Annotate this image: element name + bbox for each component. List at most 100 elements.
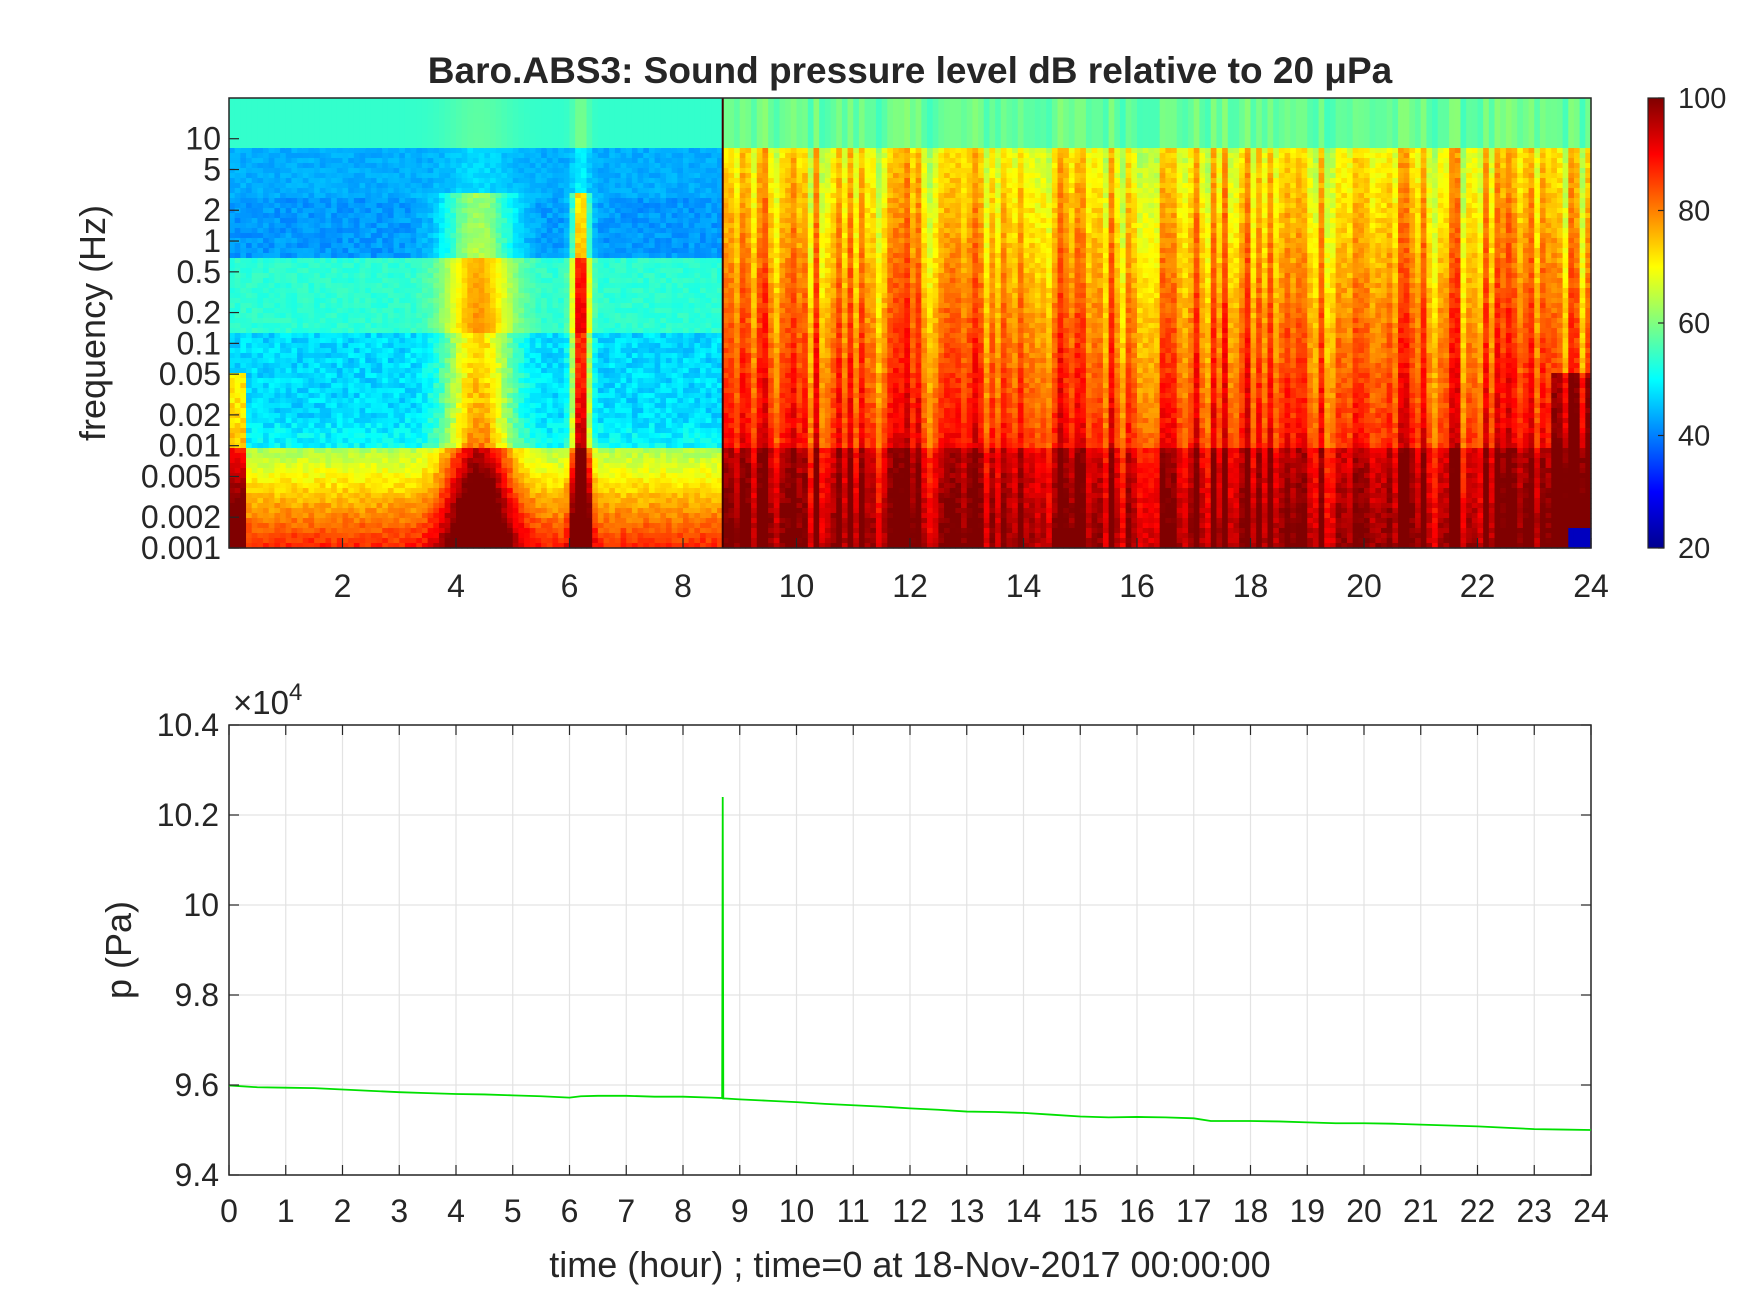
spectrogram-cell xyxy=(444,413,451,419)
spectrogram-cell xyxy=(490,438,497,444)
spectrogram-cell xyxy=(263,273,270,279)
spectrogram-cell xyxy=(336,373,344,379)
spectrogram-cell xyxy=(280,448,287,454)
spectrogram-cell xyxy=(529,458,537,464)
spectrogram-cell xyxy=(319,268,327,274)
spectrogram-cell xyxy=(297,318,304,324)
spectrogram-cell xyxy=(416,343,423,349)
spectrogram-cell xyxy=(524,368,531,374)
spectrogram-cell xyxy=(291,393,298,399)
spectrogram-cell xyxy=(285,533,293,539)
spectrogram-cell xyxy=(507,373,514,379)
spectrogram-cell xyxy=(433,98,440,104)
spectrogram-cell xyxy=(331,223,338,229)
spectrogram-cell xyxy=(359,423,366,429)
spectrogram-cell xyxy=(410,468,417,474)
spectrogram-cell xyxy=(410,273,417,279)
spectrogram-cell xyxy=(535,113,542,119)
spectrogram-cell xyxy=(450,533,457,539)
spectrogram-cell xyxy=(274,158,281,164)
spectrogram-cell xyxy=(285,353,293,359)
spectrogram-cell xyxy=(495,498,502,504)
spectrogram-cell xyxy=(507,463,514,469)
spectrogram-cell xyxy=(302,353,310,359)
spectrogram-cell xyxy=(410,503,417,509)
spectrogram-cell xyxy=(541,228,548,234)
spectrogram-cell xyxy=(478,318,485,324)
spectrogram-cell xyxy=(507,163,514,169)
spectrogram-cell xyxy=(416,103,423,109)
spectrogram-cell xyxy=(529,148,537,154)
spectrogram-cell xyxy=(507,203,514,209)
spectrogram-cell xyxy=(507,403,514,409)
spectrogram-cell xyxy=(229,333,236,339)
spectrogram-cell xyxy=(507,113,514,119)
spectrogram-cell xyxy=(393,168,400,174)
spectrogram-cell xyxy=(274,398,281,404)
spectrogram-cell xyxy=(524,398,531,404)
spectrogram-cell xyxy=(416,108,423,114)
spectrogram-cell xyxy=(529,313,537,319)
spectrogram-cell xyxy=(524,473,531,479)
spectrogram-cell xyxy=(359,338,366,344)
spectrogram-cell xyxy=(268,348,275,354)
spectrogram-cell xyxy=(297,218,304,224)
spectrogram-cell xyxy=(229,183,236,189)
spectrogram-cell xyxy=(314,193,321,199)
spectrogram-cell xyxy=(444,263,451,269)
spectrogram-cell xyxy=(246,263,253,269)
spectrogram-cell xyxy=(427,138,434,144)
spectrogram-cell xyxy=(268,153,275,159)
spectrogram-cell xyxy=(433,233,440,239)
spectrogram-cell xyxy=(319,518,327,524)
spectrogram-cell xyxy=(501,343,508,349)
spectrogram-cell xyxy=(512,273,520,279)
spectrogram-cell xyxy=(257,328,264,334)
spectrogram-cell xyxy=(404,488,412,494)
spectrogram-cell xyxy=(535,158,542,164)
spectrogram-cell xyxy=(280,403,287,409)
spectrogram-cell xyxy=(399,293,406,299)
spectrogram-cell xyxy=(393,278,400,284)
spectrogram-cell xyxy=(512,353,520,359)
spectrogram-cell xyxy=(416,323,423,329)
spectrogram-cell xyxy=(444,303,451,309)
spectrogram-cell xyxy=(501,263,508,269)
spectrogram-cell xyxy=(342,188,349,194)
spectrogram-cell xyxy=(393,398,400,404)
spectrogram-cell xyxy=(353,543,361,549)
spectrogram-cell xyxy=(234,363,241,369)
spectrogram-cell xyxy=(393,148,400,154)
spectrogram-cell xyxy=(382,173,389,179)
spectrogram-cell xyxy=(382,213,389,219)
spectrogram-cell xyxy=(314,458,321,464)
spectrogram-cell xyxy=(461,233,468,239)
spectrogram-cell xyxy=(325,308,332,314)
spectrogram-cell xyxy=(263,313,270,319)
spectrogram-cell xyxy=(512,108,520,114)
spectrogram-cell xyxy=(302,433,310,439)
spectrogram-cell xyxy=(490,318,497,324)
spectrogram-cell xyxy=(438,148,446,154)
spectrogram-cell xyxy=(285,113,293,119)
spectrogram-cell xyxy=(263,258,270,264)
spectrogram-cell xyxy=(490,118,497,124)
spectrogram-cell xyxy=(512,338,520,344)
spectrogram-cell xyxy=(495,428,502,434)
spectrogram-cell xyxy=(507,483,514,489)
spectrogram-cell xyxy=(319,348,327,354)
spectrogram-cell xyxy=(325,518,332,524)
spectrogram-cell xyxy=(240,243,247,249)
spectrogram-cell xyxy=(297,538,304,544)
spectrogram-cell xyxy=(280,168,287,174)
spectrogram-cell xyxy=(297,508,304,514)
spectrogram-cell xyxy=(399,123,406,129)
spectrogram-cell xyxy=(524,353,531,359)
spectrogram-cell xyxy=(331,428,338,434)
spectrogram-cell xyxy=(336,513,344,519)
spectrogram-cell xyxy=(285,458,293,464)
spectrogram-cell xyxy=(382,533,389,539)
spectrogram-cell xyxy=(274,163,281,169)
spectrogram-cell xyxy=(280,228,287,234)
spectrogram-cell xyxy=(370,418,378,424)
